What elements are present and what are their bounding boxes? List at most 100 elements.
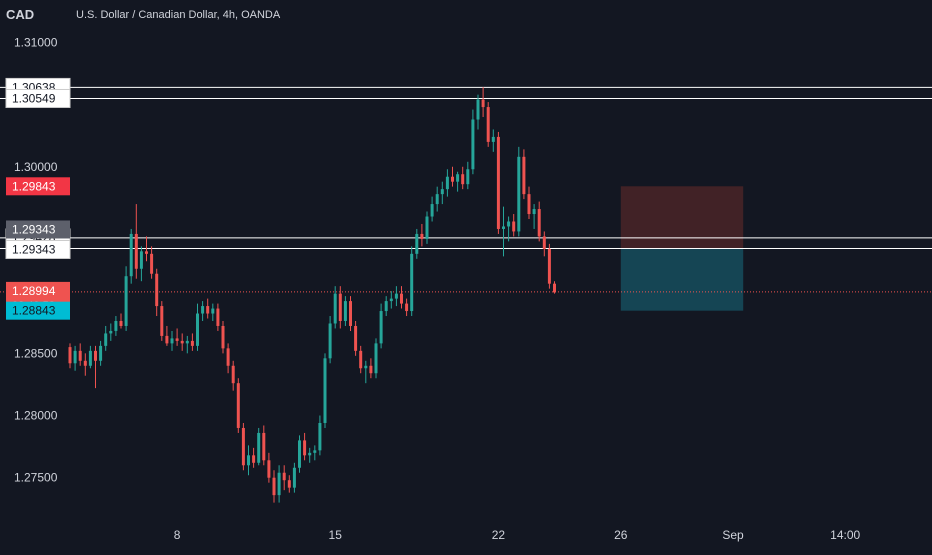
candle[interactable] <box>88 350 92 366</box>
candle[interactable] <box>272 477 276 496</box>
candle[interactable] <box>114 320 118 331</box>
candle[interactable] <box>532 209 536 215</box>
candle[interactable] <box>94 350 97 361</box>
candle[interactable] <box>262 432 266 461</box>
candle[interactable] <box>165 335 169 344</box>
candle[interactable] <box>369 365 373 374</box>
candle[interactable] <box>394 293 398 299</box>
candle[interactable] <box>119 320 123 326</box>
candle[interactable] <box>374 343 378 374</box>
candle[interactable] <box>104 333 108 346</box>
take-profit-zone[interactable] <box>620 248 744 311</box>
candle[interactable] <box>139 251 143 269</box>
stop-loss-zone[interactable] <box>620 186 744 249</box>
candle[interactable] <box>512 221 516 232</box>
candle[interactable] <box>527 194 531 215</box>
candle[interactable] <box>359 350 363 369</box>
candle[interactable] <box>400 293 403 304</box>
candle[interactable] <box>354 325 358 351</box>
candle[interactable] <box>134 233 138 269</box>
candle[interactable] <box>150 253 154 274</box>
candle[interactable] <box>190 340 194 346</box>
candle[interactable] <box>129 233 133 277</box>
candle[interactable] <box>456 174 460 182</box>
candle[interactable] <box>481 99 485 108</box>
candle[interactable] <box>517 156 521 232</box>
candle[interactable] <box>78 350 82 361</box>
candle[interactable] <box>343 301 347 321</box>
candle[interactable] <box>333 293 337 324</box>
candle[interactable] <box>68 347 72 364</box>
candle[interactable] <box>83 360 87 366</box>
candle[interactable] <box>211 308 215 314</box>
candle[interactable] <box>109 330 113 334</box>
candle[interactable] <box>553 283 556 293</box>
candle[interactable] <box>451 176 454 182</box>
candle[interactable] <box>364 365 368 369</box>
candle[interactable] <box>231 365 235 384</box>
candle[interactable] <box>277 472 281 496</box>
candle[interactable] <box>247 455 250 466</box>
candle[interactable] <box>405 303 409 312</box>
candle[interactable] <box>466 169 470 185</box>
candle[interactable] <box>338 293 342 321</box>
candle[interactable] <box>389 298 393 302</box>
candle[interactable] <box>430 204 434 217</box>
candle[interactable] <box>216 308 220 326</box>
candle[interactable] <box>226 348 230 366</box>
candle[interactable] <box>287 480 291 488</box>
candle[interactable] <box>257 432 261 463</box>
candle[interactable] <box>425 216 429 239</box>
candle[interactable] <box>236 383 240 428</box>
candle[interactable] <box>445 176 449 190</box>
candle[interactable] <box>507 221 511 227</box>
candle[interactable] <box>486 107 490 142</box>
candle[interactable] <box>298 440 301 468</box>
candle[interactable] <box>155 273 159 307</box>
candle[interactable] <box>491 136 495 142</box>
candle[interactable] <box>201 306 205 314</box>
candle[interactable] <box>124 276 128 326</box>
candle[interactable] <box>476 99 480 120</box>
candle[interactable] <box>415 233 419 254</box>
candle[interactable] <box>252 455 256 463</box>
candle[interactable] <box>496 136 500 229</box>
candle[interactable] <box>537 209 541 237</box>
candle[interactable] <box>175 338 179 341</box>
candle[interactable] <box>267 460 271 478</box>
candle[interactable] <box>384 301 388 312</box>
candle[interactable] <box>292 467 296 488</box>
candle[interactable] <box>206 306 210 314</box>
candle[interactable] <box>522 156 526 195</box>
candle[interactable] <box>471 119 475 170</box>
candle[interactable] <box>379 311 383 344</box>
candle[interactable] <box>73 350 77 364</box>
candle[interactable] <box>542 236 546 249</box>
candle[interactable] <box>185 340 189 344</box>
candle[interactable] <box>241 427 245 466</box>
candle[interactable] <box>196 313 199 346</box>
candle[interactable] <box>282 472 286 481</box>
candle[interactable] <box>303 440 307 456</box>
candle[interactable] <box>502 226 505 229</box>
candle[interactable] <box>461 174 465 185</box>
candle[interactable] <box>145 251 148 254</box>
candle[interactable] <box>547 248 551 284</box>
candle[interactable] <box>420 233 424 239</box>
candle[interactable] <box>99 345 103 361</box>
candle[interactable] <box>180 340 184 344</box>
candle[interactable] <box>160 306 164 336</box>
candle[interactable] <box>221 325 225 349</box>
candle[interactable] <box>328 323 332 359</box>
candle[interactable] <box>170 338 174 344</box>
candle[interactable] <box>440 189 444 195</box>
candle[interactable] <box>318 422 322 451</box>
candle[interactable] <box>313 450 317 453</box>
candle[interactable] <box>349 301 352 326</box>
candle[interactable] <box>435 194 439 205</box>
candle[interactable] <box>323 358 327 423</box>
candle[interactable] <box>308 452 312 456</box>
candle[interactable] <box>410 253 414 312</box>
